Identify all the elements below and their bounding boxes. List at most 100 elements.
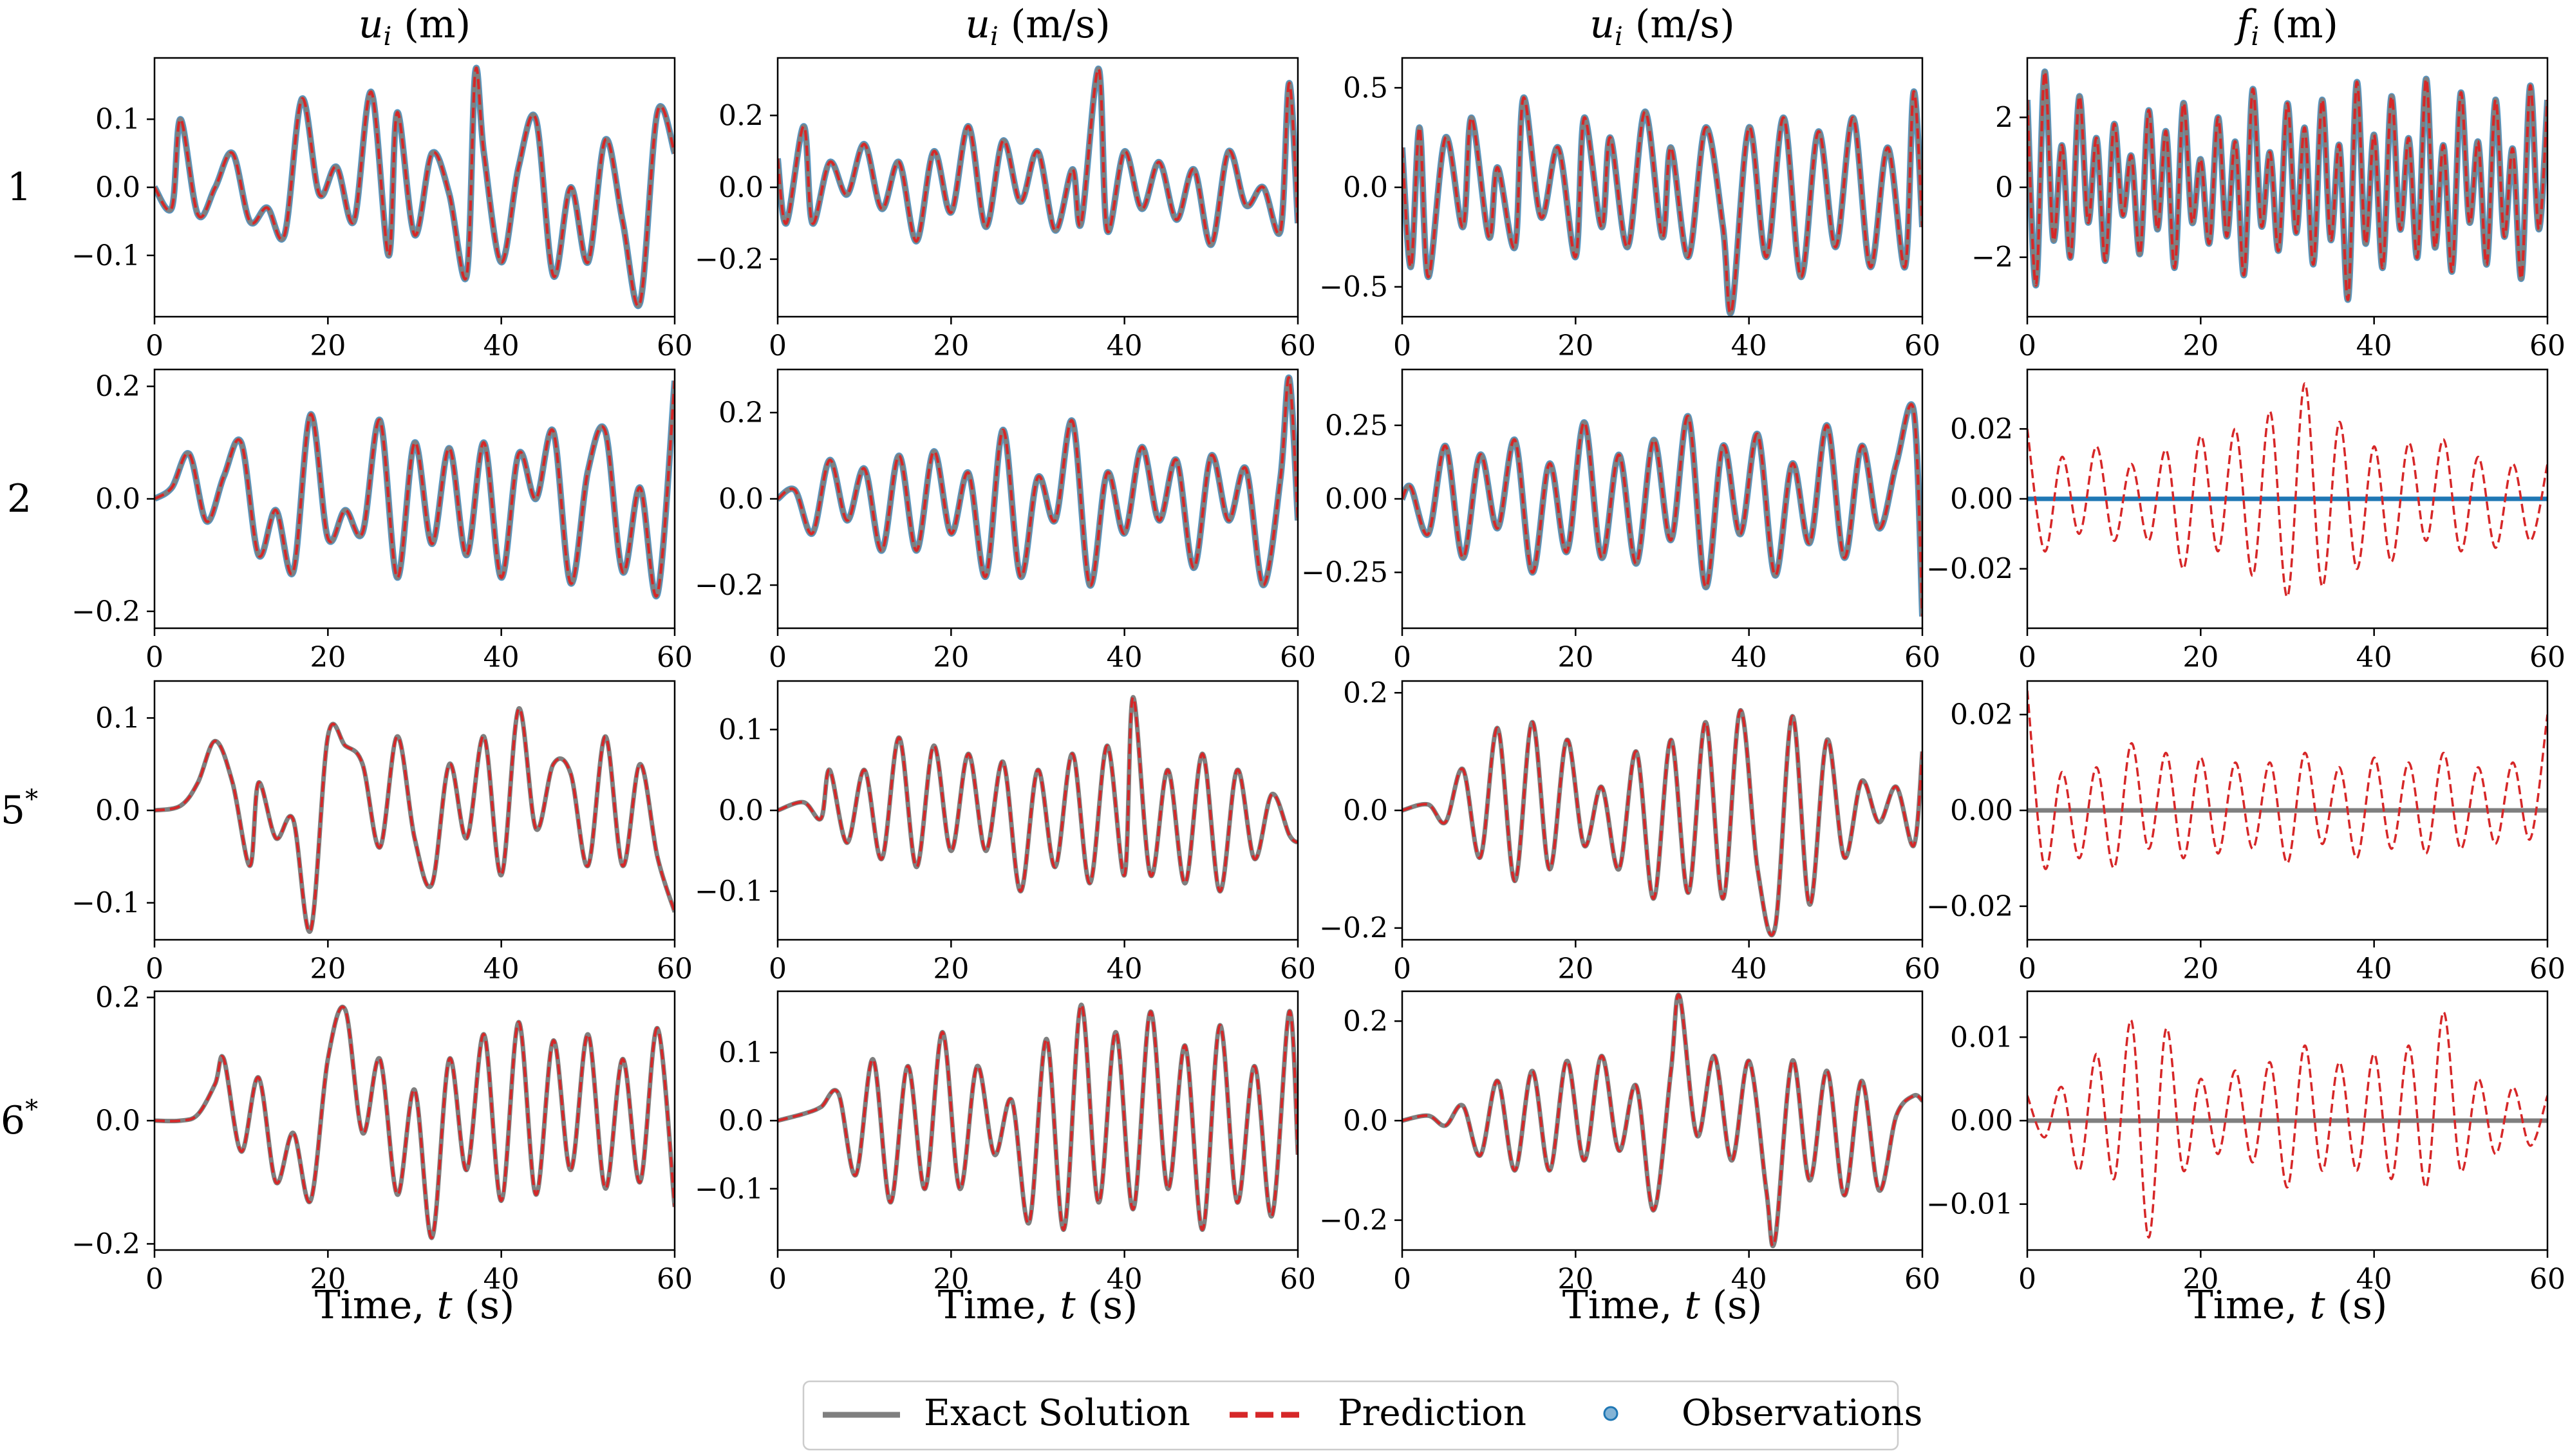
y-tick-label: 0.2	[1343, 1005, 1388, 1038]
subplot-r3-c2: 0 20 40 60 0.1 0.0 −0.1	[695, 680, 1316, 985]
x-tick-label: 0	[145, 1263, 164, 1296]
x-tick-label: 20	[2182, 953, 2218, 985]
legend-exact-label: Exact Solution	[924, 1392, 1190, 1434]
y-tick-label: 0.0	[1343, 794, 1388, 827]
x-tick-label: 40	[2356, 330, 2392, 362]
subplot-r1-c2: 0 20 40 60 0.2 0.0 −0.2	[695, 57, 1316, 362]
x-tick-label: 0	[1393, 641, 1411, 674]
y-tick-label: −0.02	[1926, 553, 2013, 586]
prediction-line	[1402, 709, 1922, 937]
subplot-r1-c1: 0 20 40 60 0.1 0.0 −0.1	[71, 57, 693, 362]
prediction-line	[2027, 1011, 2547, 1239]
y-tick-label: −2	[1971, 241, 2013, 274]
y-tick-label: 0.0	[95, 483, 140, 516]
x-tick-label: 20	[310, 641, 346, 674]
y-tick-label: 0.02	[1950, 698, 2013, 731]
x-tick-label: 20	[2182, 1263, 2218, 1296]
y-tick-label: 0.2	[95, 982, 140, 1014]
y-tick-label: 0.2	[718, 397, 764, 429]
plot-lines	[1402, 401, 1922, 617]
x-axis-label-4: Time, t (s)	[2188, 1283, 2388, 1328]
y-tick-label: 0.0	[1343, 1105, 1388, 1137]
x-tick-label: 20	[933, 330, 969, 362]
x-tick-label: 0	[1393, 1263, 1411, 1296]
column-title-1: ui (m)	[359, 2, 471, 51]
prediction-line	[155, 1005, 675, 1239]
x-tick-label: 40	[483, 953, 520, 985]
y-tick-label: −0.2	[695, 569, 764, 602]
x-tick-label: 40	[483, 330, 520, 362]
y-tick-label: 0.25	[1325, 409, 1388, 442]
x-tick-label: 40	[1731, 641, 1767, 674]
row-label-1: 1	[7, 165, 32, 210]
x-tick-label: 0	[769, 641, 787, 674]
plot-lines	[155, 1004, 675, 1240]
x-tick-label: 20	[310, 330, 346, 362]
y-tick-label: 0.0	[95, 171, 140, 204]
x-tick-label: 40	[483, 1263, 520, 1296]
subplot-r4-c1: 0 20 40 60 0.2 0.0 −0.2	[71, 982, 693, 1296]
plot-lines	[2027, 690, 2547, 870]
y-tick-label: 0.0	[718, 171, 764, 204]
plot-lines	[155, 64, 675, 309]
x-tick-label: 60	[657, 641, 693, 674]
column-title-2: ui (m/s)	[965, 2, 1110, 51]
x-tick-label: 0	[2018, 953, 2036, 985]
y-tick-label: −0.2	[1319, 912, 1388, 945]
subplot-r3-c1: 0 20 40 60 0.1 0.0 −0.1	[71, 680, 693, 985]
column-title-3: ui (m/s)	[1590, 2, 1734, 51]
plot-lines	[778, 695, 1298, 894]
x-tick-label: 60	[657, 330, 693, 362]
plot-lines	[1402, 88, 1922, 317]
subplot-r3-c4: 0 20 40 60 0.02 0.00 −0.02	[1926, 680, 2565, 985]
plot-lines	[155, 706, 675, 934]
y-tick-label: −0.1	[695, 875, 764, 908]
y-tick-label: 0.2	[1343, 677, 1388, 709]
x-tick-label: 60	[1280, 953, 1316, 985]
x-tick-label: 60	[2529, 953, 2565, 985]
x-tick-label: 0	[145, 953, 164, 985]
column-title-dots-2: ˙	[986, 0, 1005, 26]
x-tick-label: 40	[2356, 953, 2392, 985]
x-tick-label: 20	[2182, 641, 2218, 674]
x-tick-label: 20	[933, 641, 969, 674]
y-tick-label: −0.1	[695, 1173, 764, 1206]
y-tick-label: −0.2	[71, 1227, 140, 1260]
subplot-r4-c2: 0 20 40 60 0.1 0.0 −0.1	[695, 990, 1316, 1296]
y-tick-label: 0.5	[1343, 71, 1388, 104]
x-tick-label: 20	[1557, 953, 1593, 985]
row-label-3: 5*	[1, 785, 38, 833]
y-tick-label: 0.01	[1950, 1021, 2013, 1054]
y-tick-label: 0.0	[95, 1105, 140, 1137]
subplot-r2-c3: 0 20 40 60 0.25 0.00 −0.25	[1301, 368, 1940, 674]
y-tick-label: 0.00	[1950, 1105, 2013, 1137]
x-tick-label: 60	[2529, 330, 2565, 362]
y-tick-label: −0.2	[71, 595, 140, 628]
x-tick-label: 20	[310, 953, 346, 985]
x-tick-label: 60	[657, 953, 693, 985]
subplot-r2-c1: 0 20 40 60 0.2 0.0 −0.2	[71, 368, 693, 674]
plot-lines	[778, 374, 1298, 589]
x-tick-label: 20	[933, 1263, 969, 1296]
x-tick-label: 20	[933, 953, 969, 985]
y-tick-label: 0.00	[1950, 794, 2013, 827]
y-tick-label: −0.2	[1319, 1204, 1388, 1237]
column-title-dots-3: ¨	[1610, 0, 1629, 26]
plot-lines	[2027, 1011, 2547, 1239]
plot-lines	[2027, 382, 2547, 598]
prediction-line	[778, 1003, 1298, 1231]
plot-lines	[155, 380, 675, 600]
y-tick-label: 0.2	[95, 370, 140, 403]
y-tick-label: 0.0	[95, 794, 140, 827]
y-tick-label: 0.02	[1950, 413, 2013, 445]
prediction-line	[2027, 382, 2547, 598]
y-tick-label: 0.0	[718, 794, 764, 827]
subplot-r1-c3: 0 20 40 60 0.5 0.0 −0.5	[1319, 57, 1940, 362]
x-tick-label: 0	[2018, 330, 2036, 362]
x-tick-label: 60	[1280, 1263, 1316, 1296]
x-tick-label: 60	[1904, 953, 1940, 985]
subplot-r3-c3: 0 20 40 60 0.2 0.0 −0.2	[1319, 677, 1940, 985]
y-tick-label: 2	[1995, 101, 2013, 134]
y-tick-label: 0.1	[95, 103, 140, 136]
x-tick-label: 40	[2356, 641, 2392, 674]
